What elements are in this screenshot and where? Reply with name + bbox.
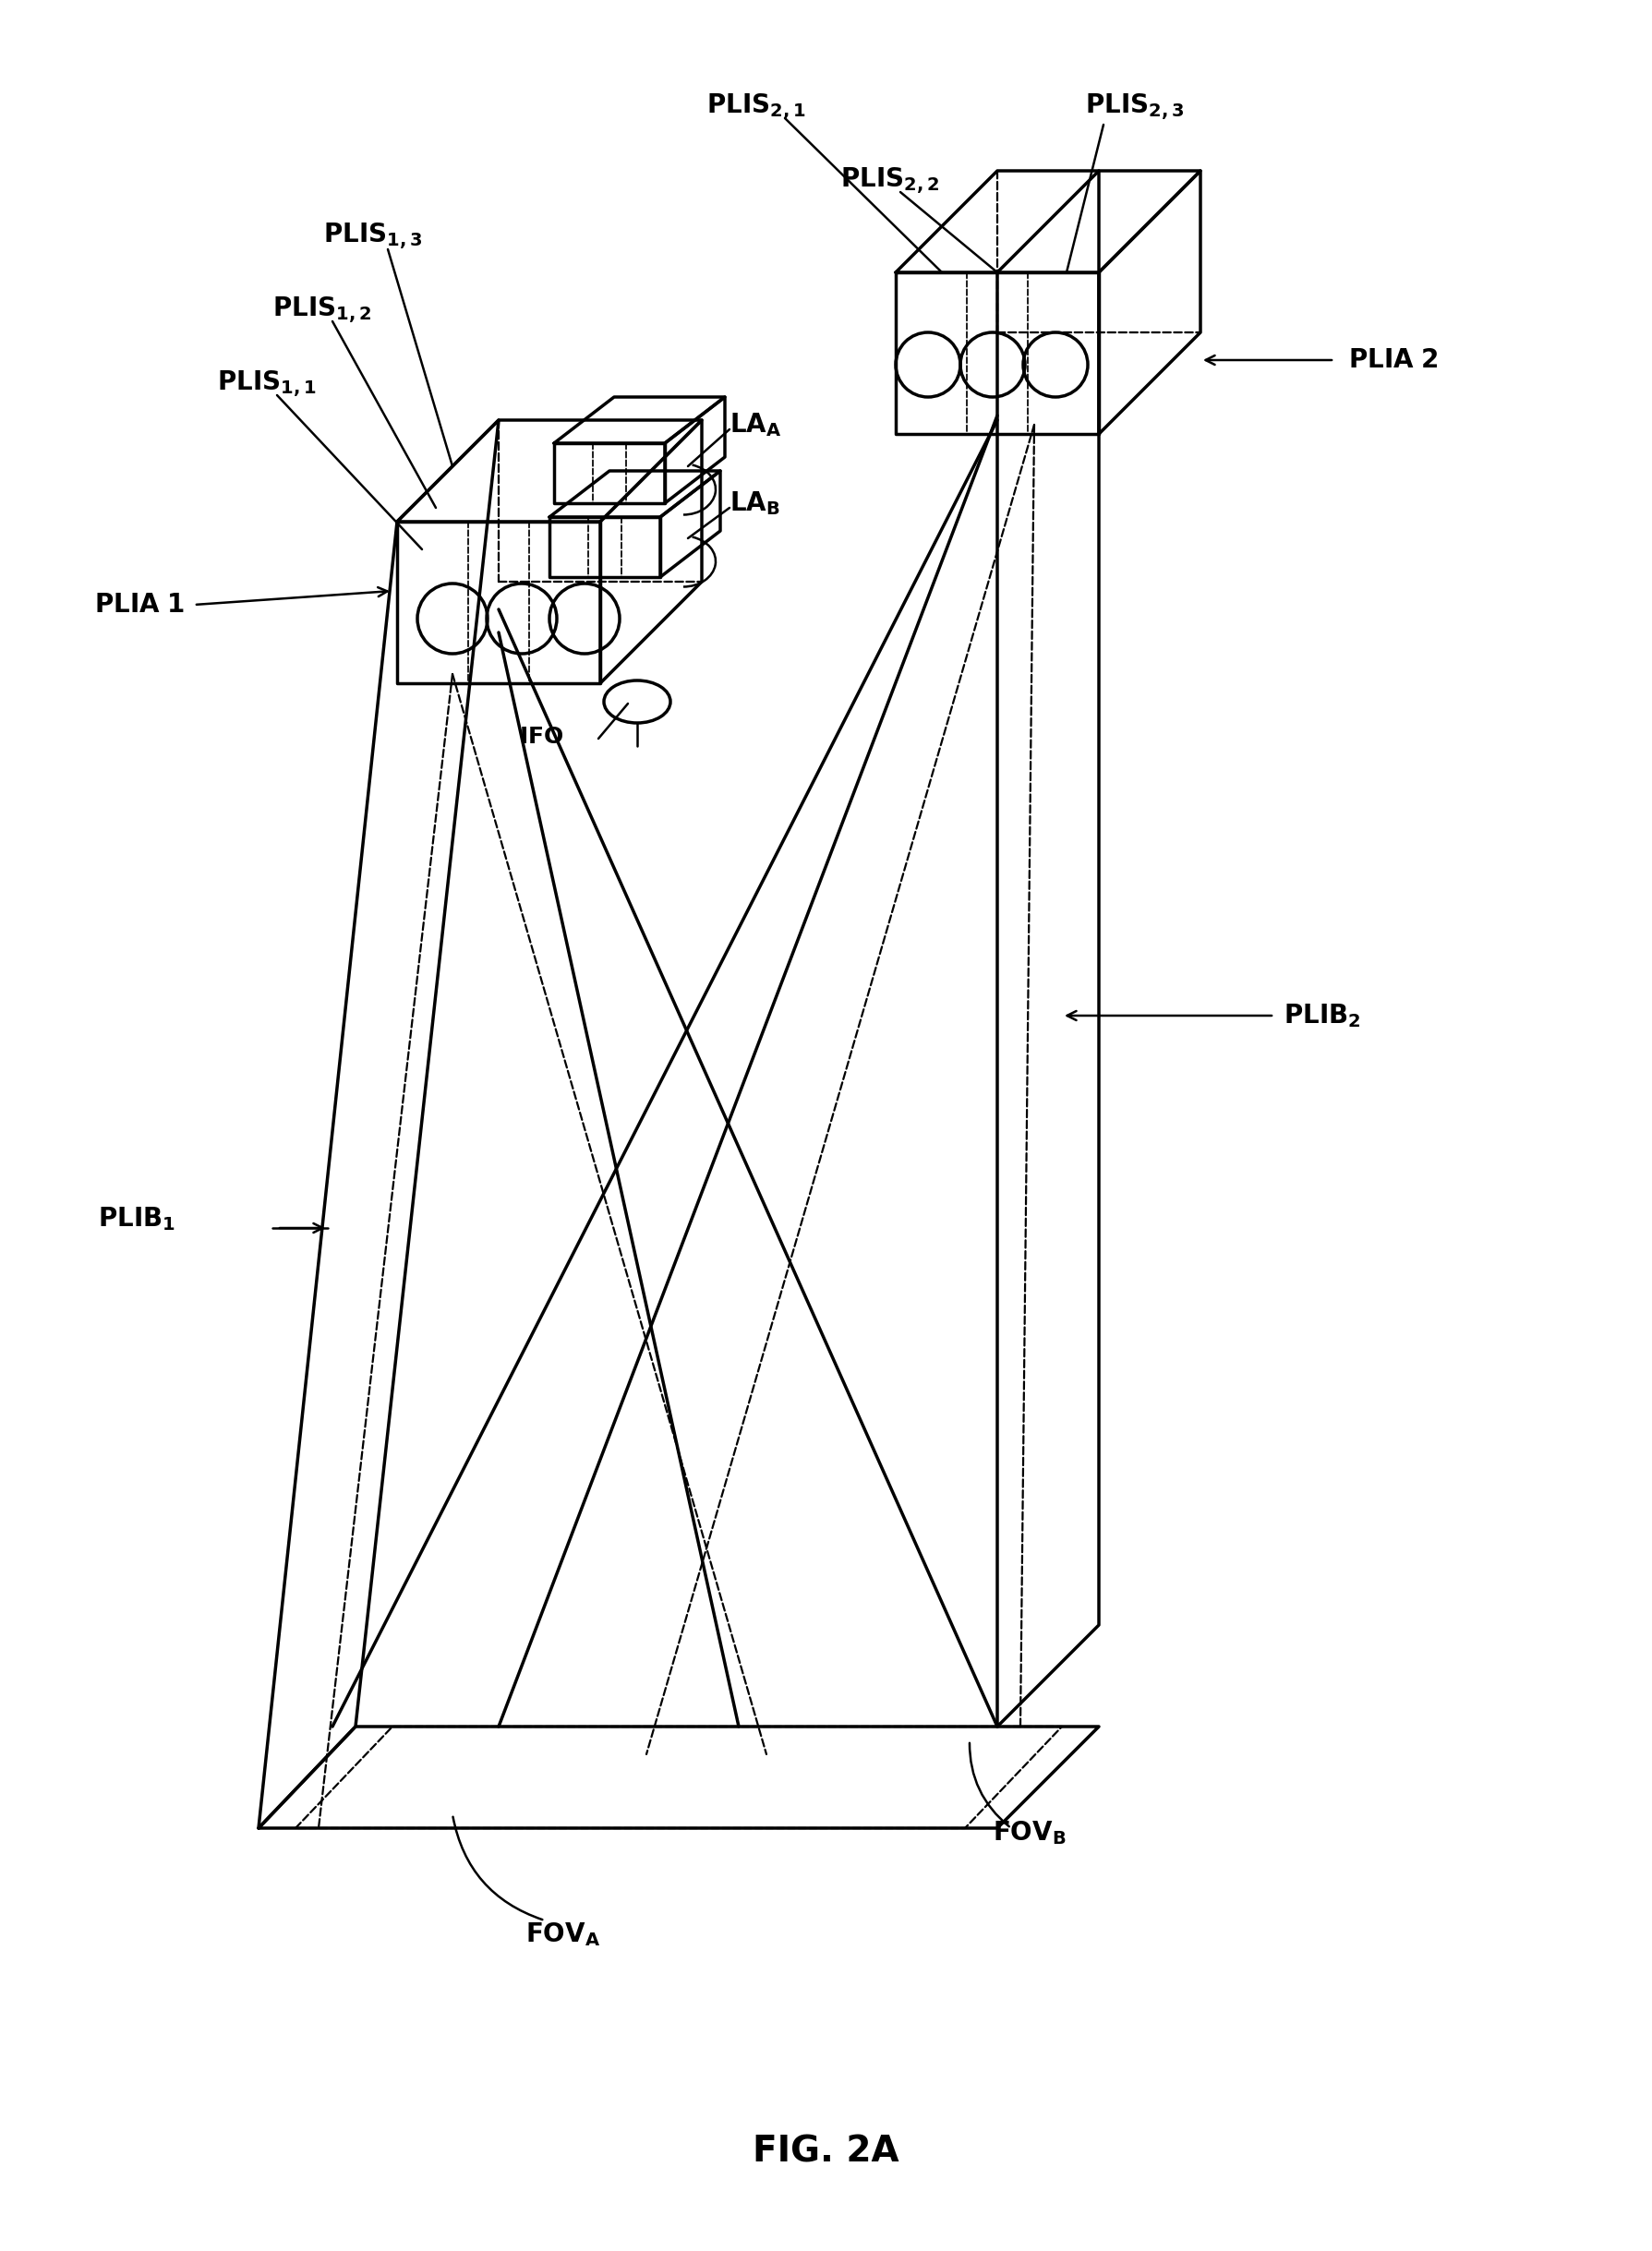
Text: $\mathbf{PLIS_{2,3}}$: $\mathbf{PLIS_{2,3}}$ [1085, 90, 1184, 122]
Text: $\mathbf{PLIA\ 2}$: $\mathbf{PLIA\ 2}$ [1348, 347, 1439, 374]
Text: $\mathbf{FOV_A}$: $\mathbf{FOV_A}$ [525, 1920, 601, 1947]
Text: $\mathbf{FOV_B}$: $\mathbf{FOV_B}$ [993, 1819, 1067, 1846]
Text: $\mathbf{PLIS_{2,1}}$: $\mathbf{PLIS_{2,1}}$ [707, 90, 806, 122]
Text: $\mathbf{LA_B}$: $\mathbf{LA_B}$ [730, 488, 780, 518]
Text: $\mathbf{PLIB_1}$: $\mathbf{PLIB_1}$ [97, 1204, 175, 1234]
Text: $\mathbf{LA_A}$: $\mathbf{LA_A}$ [730, 412, 781, 439]
Text: $\mathbf{PLIS_{2,2}}$: $\mathbf{PLIS_{2,2}}$ [841, 164, 940, 196]
Text: $\mathbf{PLIB_2}$: $\mathbf{PLIB_2}$ [1284, 1002, 1361, 1029]
Text: $\mathbf{PLIS_{1,2}}$: $\mathbf{PLIS_{1,2}}$ [273, 295, 372, 324]
Text: $\mathbf{PLIA\ 1}$: $\mathbf{PLIA\ 1}$ [94, 592, 185, 617]
Text: $\mathbf{PLIS_{1,1}}$: $\mathbf{PLIS_{1,1}}$ [216, 367, 316, 398]
Text: $\mathbf{IFO}$: $\mathbf{IFO}$ [519, 725, 563, 747]
Text: FIG. 2A: FIG. 2A [752, 2134, 899, 2168]
Text: $\mathbf{PLIS_{1,3}}$: $\mathbf{PLIS_{1,3}}$ [324, 221, 423, 250]
